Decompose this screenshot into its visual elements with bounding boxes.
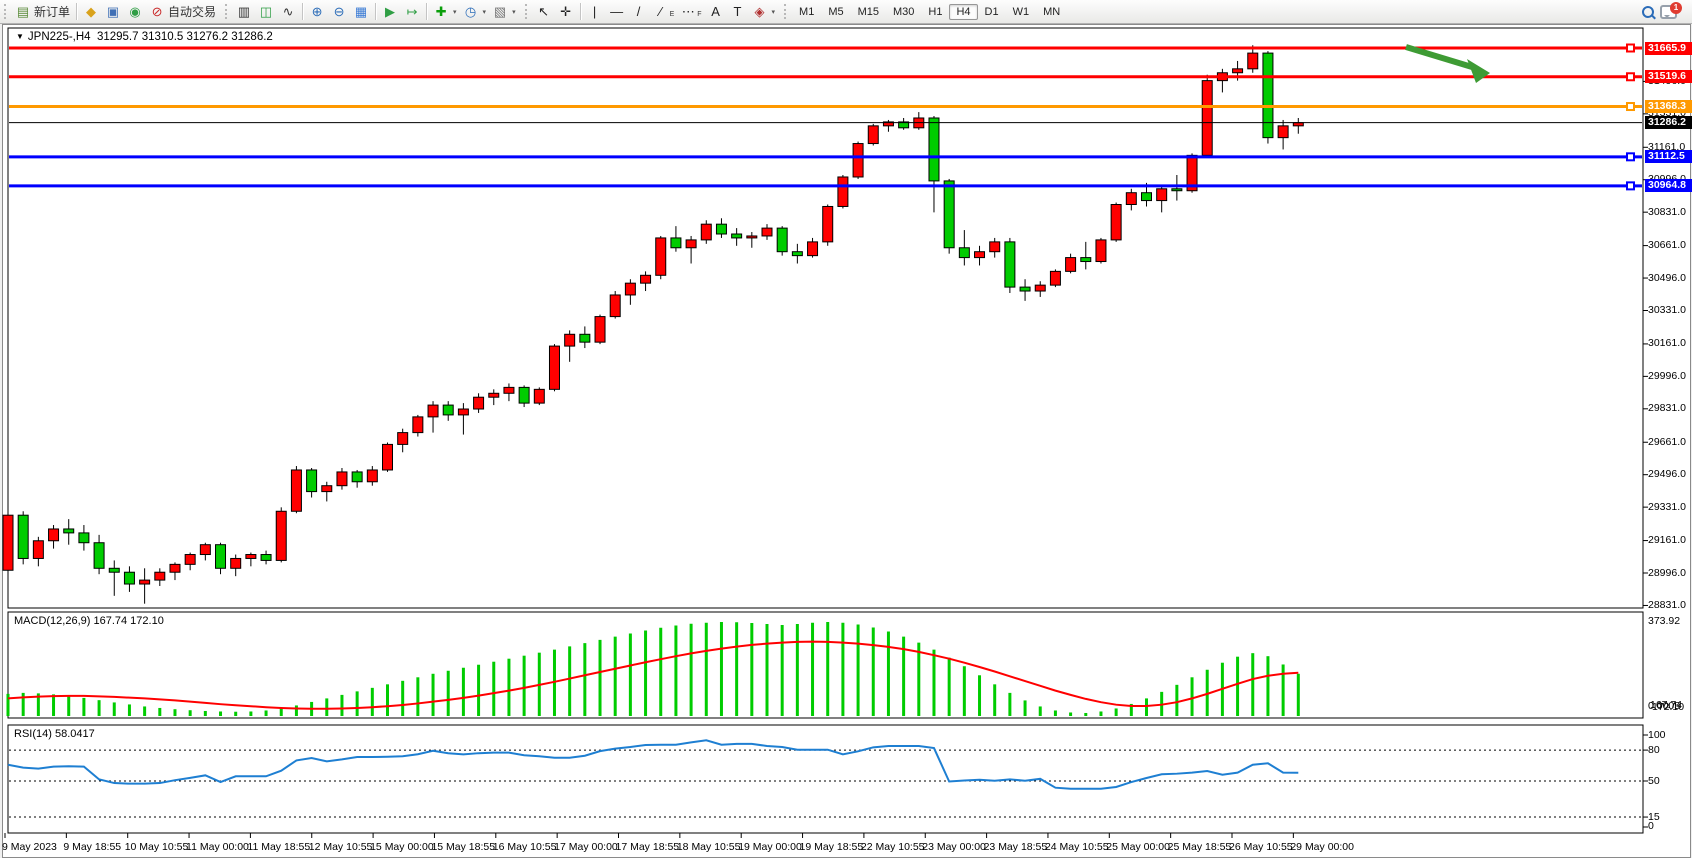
price-axis[interactable] [1644,28,1692,833]
toolbar-group-objects: ↖ ✛ | — / ⁄ E ⋯ F A T ◈ ▾ [521,0,780,23]
search-icon [1642,5,1654,18]
timeframe-button-w1[interactable]: W1 [1012,5,1030,18]
zoom-out-button[interactable]: ⊖ [328,2,350,22]
editor-button[interactable]: ▣ [102,2,124,22]
text-icon: A [711,3,720,19]
cursor-button[interactable]: ↖ [533,2,555,22]
template-icon: ▧ [493,3,507,19]
styles-bucket-button[interactable]: ◆ [80,2,102,22]
toolbar-separator [579,3,581,20]
notifications-button[interactable]: 1 [1657,1,1682,21]
zoom-out-icon: ⊖ [333,3,345,19]
timeframe-button-m15[interactable]: M15 [857,5,880,18]
chevron-down-icon: ▾ [771,8,776,16]
crosshair-button[interactable]: ✛ [555,2,577,22]
candlestick-button[interactable]: ◫ [255,2,277,22]
chat-bubble-icon: 1 [1660,1,1682,19]
autotrading-label: 自动交易 [168,5,217,19]
tile-windows-button[interactable]: ▦ [350,2,372,22]
zoom-in-icon: ⊕ [311,3,323,19]
timeframe-button-mn[interactable]: MN [1043,5,1061,18]
line-chart-button[interactable]: ∿ [277,2,299,22]
timeframe-button-m30[interactable]: M30 [893,5,915,18]
text-label-button[interactable]: T [727,2,749,22]
toolbar-group-right: 1 [1637,0,1692,23]
cursor-icon: ↖ [538,3,550,19]
timeframe-button-h1[interactable]: H1 [928,5,943,18]
chart-shift-icon: ↦ [406,3,418,19]
auto-scroll-button[interactable]: ▶ [379,2,401,22]
vertical-line-icon: | [592,3,597,19]
new-order-button[interactable]: ▤ 新订单 [12,1,73,22]
new-order-icon: ▤ [16,3,30,19]
channel-button[interactable]: ⋯ F [677,2,704,22]
text-button[interactable]: A [705,2,727,22]
paint-bucket-icon: ◆ [86,3,97,19]
autotrading-icon: ⊘ [151,3,163,19]
autotrading-button[interactable]: ⊘ 自动交易 [146,1,219,22]
fibonacci-button[interactable]: ⁄ E [650,2,678,22]
chevron-down-icon: ▾ [512,8,516,16]
chart-shift-button[interactable]: ↦ [401,2,423,22]
toolbar-group-charttype: ▥ ◫ ∿ ⊕ ⊖ ▦ ▶ ↦ ✚ ▾ ◷ ▾ ▧ ▾ [221,0,521,23]
macd-panel[interactable] [8,612,1643,718]
signal-icon: ◉ [129,3,141,19]
main-chart-panel[interactable] [8,28,1643,608]
timeframe-button-m5[interactable]: M5 [828,5,844,18]
toolbar-separator [76,3,78,20]
trendline-button[interactable]: / [628,2,650,22]
vertical-line-button[interactable]: | [584,2,606,22]
text-label-icon: T [733,3,742,19]
trendline-icon: / [636,3,641,19]
panel-splitter[interactable] [8,718,1643,725]
toolbar-grip[interactable] [225,4,230,19]
templates-button[interactable]: ▧ ▾ [489,2,519,22]
candlestick-icon: ◫ [259,3,273,19]
notification-badge: 1 [1670,1,1682,14]
toolbar-grip[interactable] [784,4,789,19]
zoom-in-button[interactable]: ⊕ [306,2,328,22]
horizontal-line-button[interactable]: — [606,2,628,22]
shapes-button[interactable]: ◈ ▾ [749,2,779,22]
toolbar-group-trading: ▤ 新订单 ◆ ▣ ◉ ⊘ 自动交易 [0,0,221,23]
fibonacci-icon: ⁄ [659,3,662,19]
signals-button[interactable]: ◉ [124,2,146,22]
fibonacci-sub-label: E [669,11,675,18]
clock-icon: ◷ [464,3,477,19]
shapes-icon: ◈ [754,3,765,19]
bar-chart-button[interactable]: ▥ [233,2,255,22]
chevron-down-icon: ▾ [453,8,457,16]
indicators-button[interactable]: ✚ ▾ [430,2,460,22]
toolbar-separator [302,3,304,20]
editor-icon: ▣ [106,3,120,19]
time-axis[interactable] [8,838,1643,856]
periods-button[interactable]: ◷ ▾ [460,2,490,22]
channel-sub-label: F [697,11,702,18]
new-order-label: 新订单 [34,5,71,19]
toolbar-grip[interactable] [524,4,530,19]
timeframe-button-h4[interactable]: H4 [949,3,978,20]
toolbar-separator [375,3,377,20]
channel-icon: ⋯ [681,3,695,19]
timeframe-button-m1[interactable]: M1 [799,5,815,18]
tile-windows-icon: ▦ [354,3,368,19]
horizontal-line-icon: — [610,3,624,19]
rsi-panel[interactable] [8,725,1643,833]
indicators-icon: ✚ [435,3,447,19]
toolbar-group-timeframes: M1 M5 M15 M30 H1 H4 D1 W1 MN [780,0,1069,23]
chevron-down-icon: ▾ [482,8,487,16]
crosshair-icon: ✛ [560,3,572,19]
bar-chart-icon: ▥ [237,3,251,19]
toolbar-separator [426,3,428,20]
timeframe-button-d1[interactable]: D1 [984,5,999,18]
toolbar-grip[interactable] [4,4,9,19]
toolbar: ▤ 新订单 ◆ ▣ ◉ ⊘ 自动交易 ▥ ◫ ∿ ⊕ ⊖ ▦ ▶ ↦ ✚ ▾ ◷ ▾… [0,0,1692,24]
search-button[interactable] [1639,4,1657,20]
line-chart-icon: ∿ [282,3,294,19]
auto-scroll-icon: ▶ [385,3,396,19]
